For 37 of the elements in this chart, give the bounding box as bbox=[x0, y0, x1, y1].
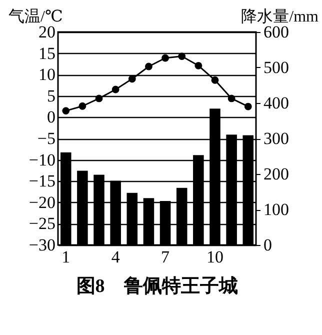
y-tick-label: −5 bbox=[37, 129, 56, 148]
x-tick-label: 10 bbox=[206, 248, 224, 266]
point bbox=[194, 62, 202, 70]
point bbox=[78, 102, 86, 110]
point bbox=[62, 107, 70, 115]
y-tick-label: −25 bbox=[28, 214, 56, 234]
y-tick-label: −30 bbox=[28, 236, 56, 254]
point bbox=[228, 94, 236, 102]
y-axis-title: 气温/℃ bbox=[8, 8, 63, 26]
y-tick-label: 0 bbox=[47, 108, 56, 127]
y2-tick-label: 300 bbox=[264, 129, 289, 148]
y2-tick-label: 600 bbox=[264, 22, 289, 42]
y-tick-label: 10 bbox=[38, 65, 56, 84]
point bbox=[162, 54, 169, 62]
y-tick-label: 20 bbox=[38, 22, 56, 42]
y-tick-label: −20 bbox=[28, 192, 56, 212]
y-tick-label: 5 bbox=[47, 86, 56, 106]
y-tick-label: 15 bbox=[38, 44, 56, 63]
y2-tick-label: 0 bbox=[264, 236, 272, 254]
y2-tick-label: 500 bbox=[264, 58, 289, 77]
point bbox=[112, 86, 120, 94]
y2-tick-label: 100 bbox=[264, 200, 289, 219]
x-tick-label: 4 bbox=[111, 248, 120, 266]
y2-tick-label: 400 bbox=[264, 94, 289, 112]
point bbox=[145, 62, 152, 70]
point bbox=[211, 76, 219, 84]
point bbox=[244, 102, 252, 110]
text: 图8 鲁佩特王子城 bbox=[76, 275, 238, 297]
x-tick-label: 7 bbox=[161, 248, 170, 266]
y2-tick-label: 200 bbox=[264, 164, 289, 184]
y2-axis-title: 降水量/mm bbox=[241, 8, 320, 26]
y-tick-label: −15 bbox=[28, 172, 56, 191]
point bbox=[128, 75, 136, 83]
y-tick-label: −10 bbox=[28, 150, 56, 170]
point bbox=[178, 52, 186, 60]
x-tick-label: 1 bbox=[62, 248, 70, 266]
point bbox=[95, 94, 103, 102]
